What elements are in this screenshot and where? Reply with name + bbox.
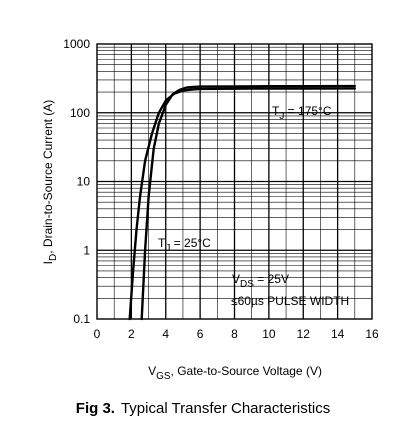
x-axis-label: VGS, Gate-to-Source Voltage (V): [148, 364, 322, 382]
pulse-width-annotation: ≤60µs PULSE WIDTH: [231, 294, 349, 308]
series-label-tj25: TJ = 25°C: [158, 236, 211, 254]
y-tick-label: 10: [77, 175, 91, 189]
figure-caption: Fig 3. Typical Transfer Characteristics: [76, 400, 330, 417]
y-tick-label: 0.1: [73, 312, 90, 326]
x-tick-label: 6: [197, 327, 204, 341]
x-tick-label: 4: [162, 327, 169, 341]
tick-labels: 0 2 4 6 8 10 12 14 16 0.1 1 10 100 1000: [63, 37, 379, 341]
y-axis-label: ID, Drain-to-Source Current (A): [41, 100, 59, 265]
plot-border: [96, 43, 373, 320]
x-tick-label: 2: [128, 327, 135, 341]
y-tick-label: 1000: [63, 37, 90, 51]
x-tick-label: 10: [262, 327, 276, 341]
x-tick-label: 16: [365, 327, 379, 341]
x-tick-label: 12: [297, 327, 311, 341]
vds-annotation: VDS = 25V: [232, 272, 289, 290]
x-tick-label: 8: [231, 327, 238, 341]
series-lines: [128, 84, 356, 321]
y-tick-label: 1: [83, 243, 90, 257]
y-tick-label: 100: [70, 106, 90, 120]
series-line-tj25: [140, 84, 356, 321]
figure-number: Fig 3.: [76, 400, 115, 417]
x-tick-label: 14: [331, 327, 345, 341]
x-tick-label: 0: [94, 327, 101, 341]
figure-title: Typical Transfer Characteristics: [121, 400, 330, 417]
series-label-tj175: TJ = 175°C: [272, 104, 332, 122]
